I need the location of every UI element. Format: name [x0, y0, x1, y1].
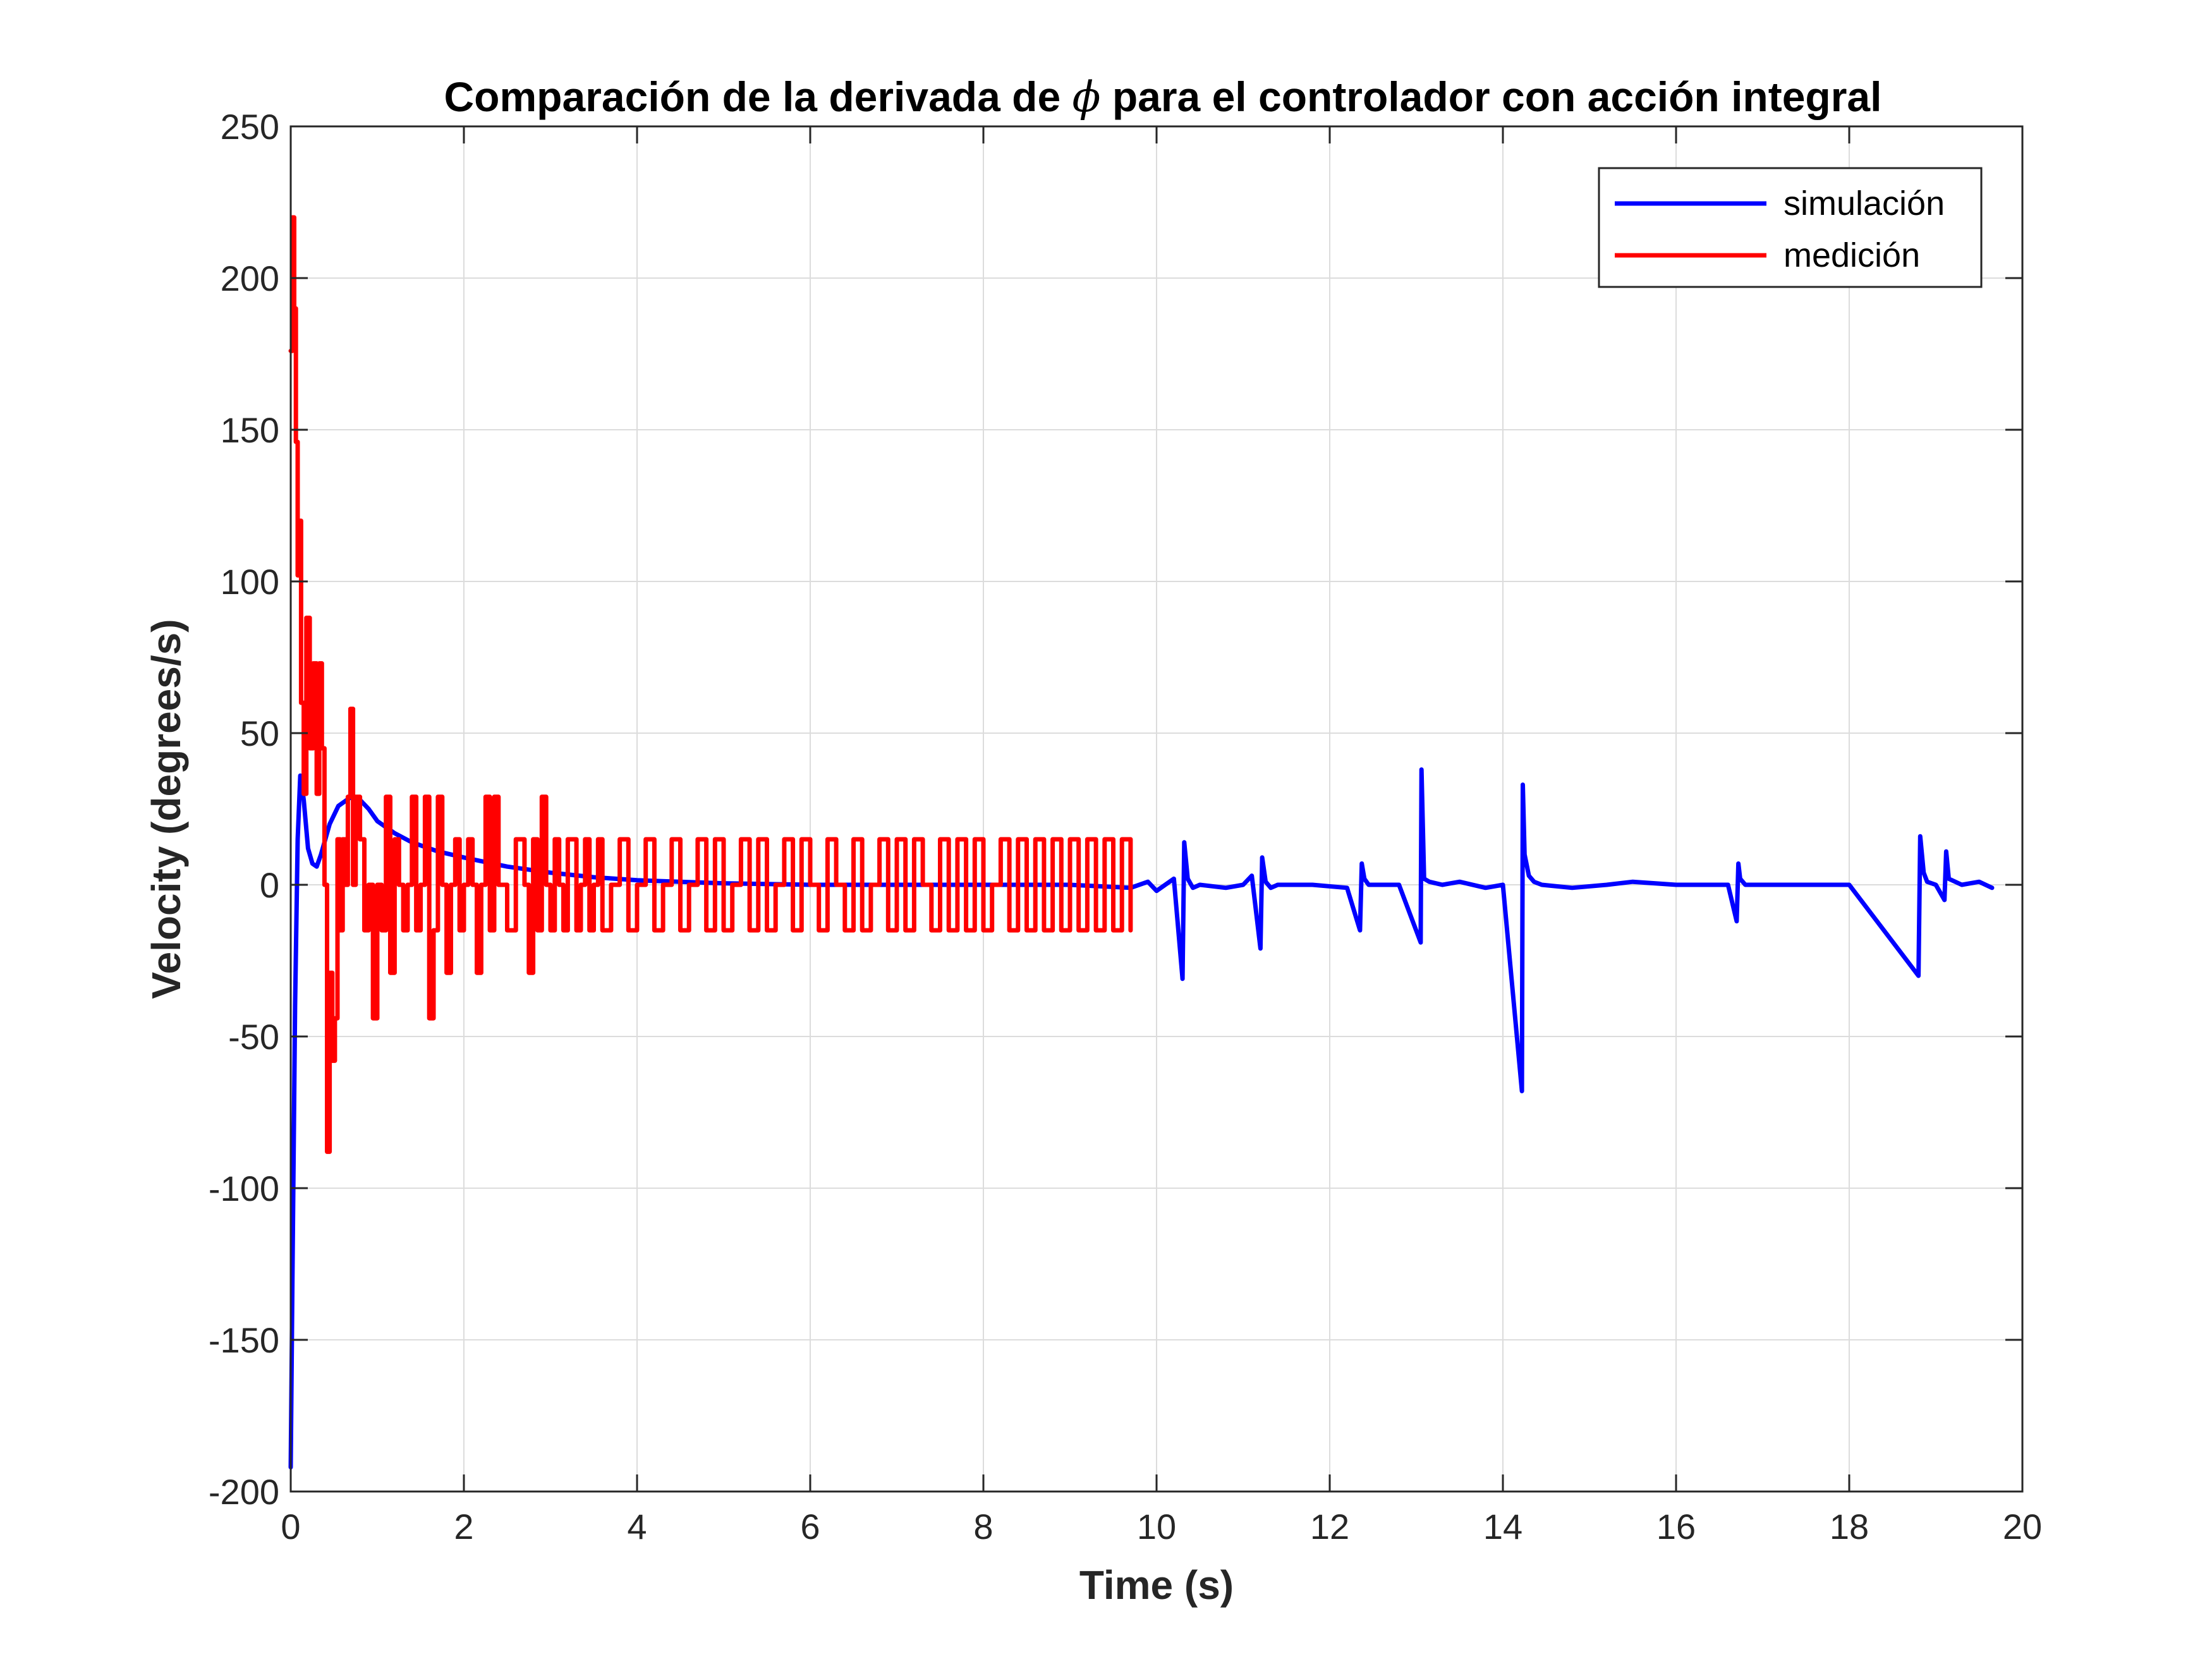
- legend-label-simulacion: simulación: [1784, 185, 1945, 222]
- x-tick-label: 2: [454, 1507, 473, 1547]
- y-axis-label: Velocity (degrees/s): [143, 619, 189, 999]
- y-tick-labels: -200 -150 -100 -50 0 50 100 150 200 250: [209, 107, 279, 1512]
- legend: simulación medición: [1598, 167, 1983, 288]
- y-tick-label: 150: [221, 410, 279, 450]
- y-tick-label: 50: [240, 714, 279, 753]
- y-tick-label: -200: [209, 1472, 279, 1512]
- y-tick-label: -150: [209, 1320, 279, 1360]
- y-tick-label: 100: [221, 562, 279, 602]
- series-line-medicion: [288, 215, 1133, 1154]
- y-tick-label: -100: [209, 1169, 279, 1208]
- y-tick-label: -50: [228, 1017, 279, 1057]
- y-tick-label: 0: [260, 865, 279, 905]
- y-tick-label: 250: [221, 107, 279, 147]
- x-tick-label: 8: [973, 1507, 993, 1547]
- x-tick-label: 14: [1483, 1507, 1522, 1547]
- x-tick-label: 4: [627, 1507, 647, 1547]
- legend-label-medicion: medición: [1784, 236, 1920, 274]
- y-tick-label: 200: [221, 258, 279, 298]
- tick-marks: [289, 125, 2024, 1493]
- x-tick-label: 12: [1310, 1507, 1349, 1547]
- x-tick-label: 6: [800, 1507, 820, 1547]
- chart-title: Comparación de la derivada de ϕ para el …: [444, 73, 1882, 121]
- plot-area: [288, 125, 2024, 1493]
- x-tick-label: 16: [1656, 1507, 1696, 1547]
- series-line-simulacion: [288, 767, 1995, 1470]
- x-tick-label: 0: [281, 1507, 300, 1547]
- title-text-before: Comparación de la derivada de: [444, 73, 1073, 120]
- title-text-after: para el controlador con acción integral: [1101, 73, 1882, 120]
- x-tick-label: 10: [1137, 1507, 1176, 1547]
- legend-box: [1598, 167, 1983, 288]
- x-tick-labels: 0 2 4 6 8 10 12 14 16 18 20: [281, 1507, 2042, 1547]
- x-axis-label: Time (s): [1079, 1562, 1234, 1608]
- data-series: [288, 215, 1995, 1470]
- x-tick-label: 18: [1830, 1507, 1869, 1547]
- title-phi-symbol: ϕ: [1073, 73, 1101, 121]
- x-tick-label: 20: [2003, 1507, 2042, 1547]
